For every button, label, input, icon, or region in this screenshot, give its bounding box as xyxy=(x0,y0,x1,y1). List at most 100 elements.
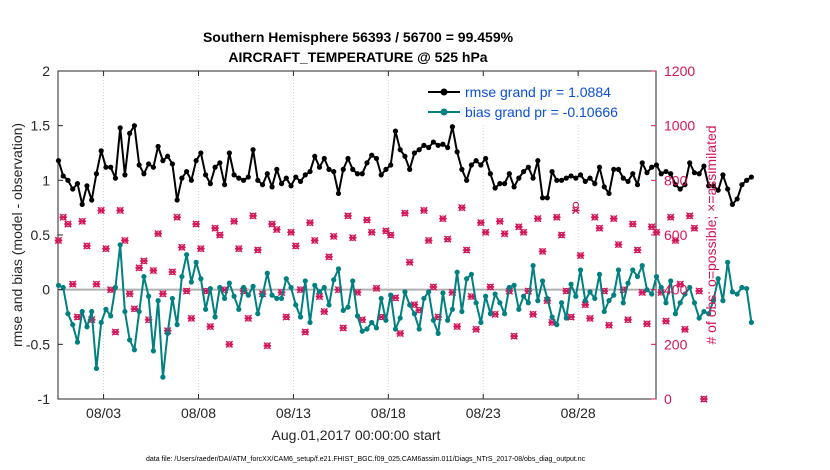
rmse-point xyxy=(407,166,413,172)
obs-assimilated-point xyxy=(135,264,143,272)
bias-point xyxy=(226,280,232,286)
bias-point xyxy=(426,289,432,295)
rmse-point xyxy=(383,166,389,172)
obs-assimilated-point xyxy=(576,251,585,260)
rmse-point xyxy=(492,185,498,191)
bias-point xyxy=(150,348,156,354)
bias-point xyxy=(255,311,261,317)
obs-assimilated-point xyxy=(78,217,87,226)
rmse-point xyxy=(354,171,361,177)
bias-point xyxy=(236,306,242,312)
obs-assimilated-point xyxy=(149,266,158,275)
bias-point xyxy=(701,308,707,315)
rmse-point xyxy=(136,162,142,168)
bias-point xyxy=(649,291,655,297)
rmse-point xyxy=(691,170,698,176)
bias-point xyxy=(340,307,346,314)
obs-assimilated-point xyxy=(581,301,590,309)
y-tick-label: 0.5 xyxy=(31,227,51,243)
y2-tick-label: 800 xyxy=(664,172,688,188)
x-tick-label: 08/18 xyxy=(371,405,406,421)
obs-assimilated-point xyxy=(439,214,447,223)
rmse-point xyxy=(340,166,346,172)
obs-assimilated-point xyxy=(458,203,466,212)
bias-point xyxy=(416,326,422,332)
rmse-point xyxy=(687,160,693,166)
rmse-point xyxy=(535,158,541,164)
rmse-point xyxy=(634,182,641,188)
rmse-point xyxy=(146,161,152,167)
bias-point xyxy=(364,326,370,332)
obs-assimilated-point xyxy=(443,235,452,243)
bias-point xyxy=(630,267,636,273)
obs-count-markers xyxy=(54,201,708,403)
rmse-point xyxy=(658,171,664,177)
obs-assimilated-point xyxy=(676,280,685,288)
rmse-point xyxy=(89,197,95,203)
bias-point xyxy=(544,295,550,302)
rmse-point xyxy=(312,153,318,159)
bias-point xyxy=(601,308,607,315)
y-tick-label: 2 xyxy=(42,63,50,79)
obs-assimilated-point xyxy=(282,313,291,321)
bias-point xyxy=(449,306,455,312)
rmse-point xyxy=(231,172,237,178)
obs-assimilated-point xyxy=(643,320,651,328)
bias-point xyxy=(240,284,247,291)
rmse-point xyxy=(198,150,204,156)
rmse-point xyxy=(729,201,736,207)
obs-possible-point xyxy=(572,201,579,209)
obs-assimilated-point xyxy=(586,314,594,323)
bias-point xyxy=(131,347,138,353)
bias-point xyxy=(573,293,579,299)
obs-assimilated-point xyxy=(681,325,689,333)
rmse-point xyxy=(55,158,62,164)
rmse-point xyxy=(653,162,660,168)
bias-point xyxy=(283,276,289,282)
rmse-point xyxy=(207,181,213,187)
rmse-point xyxy=(141,171,147,177)
rmse-point xyxy=(326,166,332,172)
rmse-point xyxy=(240,177,247,183)
obs-assimilated-point xyxy=(310,236,319,245)
obs-assimilated-point xyxy=(92,280,101,288)
bias-point xyxy=(369,319,375,326)
bias-point xyxy=(155,298,161,304)
rmse-point xyxy=(558,177,565,183)
obs-assimilated-point xyxy=(500,229,509,238)
rmse-point xyxy=(397,147,403,153)
bias-point xyxy=(668,278,674,284)
obs-assimilated-point xyxy=(111,328,120,336)
bias-point xyxy=(402,289,408,295)
bias-point xyxy=(203,306,209,312)
rmse-point xyxy=(335,190,342,197)
obs-assimilated-point xyxy=(609,214,618,223)
obs-assimilated-point xyxy=(348,234,357,242)
rmse-point xyxy=(127,130,133,136)
rmse-point xyxy=(117,125,123,131)
rmse-point xyxy=(483,155,489,162)
rmse-point xyxy=(682,182,688,188)
bias-point xyxy=(625,280,631,286)
bias-point xyxy=(198,276,204,282)
bias-point xyxy=(288,284,294,291)
obs-assimilated-point xyxy=(486,283,495,291)
rmse-point xyxy=(179,175,185,181)
rmse-point xyxy=(639,160,645,166)
rmse-point xyxy=(734,196,740,202)
obs-assimilated-point xyxy=(244,314,253,323)
y-axis-label: rmse and bias (model - observation) xyxy=(9,123,25,347)
rmse-point xyxy=(440,141,446,147)
rmse-point xyxy=(563,175,569,181)
x-tick-label: 08/03 xyxy=(86,405,121,421)
rmse-point xyxy=(530,175,536,181)
obs-assimilated-point xyxy=(605,321,613,329)
obs-assimilated-point xyxy=(372,284,381,292)
obs-assimilated-point xyxy=(64,220,72,228)
bias-point xyxy=(383,317,389,323)
rmse-point xyxy=(221,182,228,188)
obs-assimilated-point xyxy=(54,236,63,245)
obs-assimilated-point xyxy=(178,243,186,251)
bias-point xyxy=(407,302,413,308)
bias-point xyxy=(141,273,147,280)
